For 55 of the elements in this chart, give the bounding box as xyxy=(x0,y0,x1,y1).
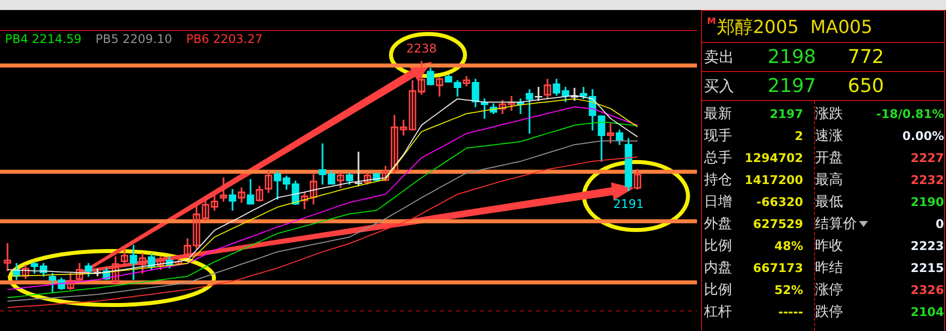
text: 内盘 xyxy=(703,259,733,277)
text: 52% xyxy=(773,283,804,297)
text: 0 xyxy=(934,217,944,231)
text: 速涨 xyxy=(814,127,844,145)
text: 627529 xyxy=(752,217,804,231)
text: 涨跌 xyxy=(814,105,844,123)
text: 48% xyxy=(773,239,804,253)
text: 667173 xyxy=(752,261,804,275)
text: 1294702 xyxy=(744,151,804,165)
text: 2227 xyxy=(910,151,944,165)
text: 2215 xyxy=(910,261,944,275)
annotation: 2238 xyxy=(406,41,437,56)
text: 2326 xyxy=(910,283,944,297)
text: 772 xyxy=(846,46,884,68)
text: 1417200 xyxy=(744,173,804,187)
text: 跌停 xyxy=(814,303,844,321)
text: 2197 xyxy=(768,107,804,121)
text: 现手 xyxy=(703,127,733,145)
text: 2198 xyxy=(766,46,816,68)
text: M xyxy=(707,17,716,27)
text: 2197 xyxy=(766,75,816,97)
text: 买入 xyxy=(704,76,735,96)
text: 最新 xyxy=(703,105,733,123)
text: 总手 xyxy=(703,149,733,167)
text: 2190 xyxy=(910,195,944,209)
text: 最高 xyxy=(814,171,844,189)
text: PB6 2203.27 xyxy=(186,32,263,46)
text: 结算价 xyxy=(814,215,858,233)
text: 外盘 xyxy=(703,215,733,233)
text: 卖出 xyxy=(704,48,735,66)
text: 0.00% xyxy=(901,129,944,143)
text: 昨收 xyxy=(814,237,844,255)
text: 开盘 xyxy=(814,149,844,167)
text: 持仓 xyxy=(703,171,733,189)
text: 最低 xyxy=(814,193,844,211)
text: 650 xyxy=(846,75,884,97)
text: 比例 xyxy=(703,237,733,255)
text: 2223 xyxy=(910,239,944,253)
text: PB4 2214.59 xyxy=(5,32,82,46)
text: 2232 xyxy=(910,173,944,187)
text: 日增 xyxy=(703,193,733,211)
candlestick xyxy=(318,143,326,185)
text: -18/0.81% xyxy=(875,107,944,121)
text: 2104 xyxy=(910,305,944,319)
candlestick xyxy=(526,89,534,134)
text: 杠杆 xyxy=(703,303,733,321)
text: 2 xyxy=(794,129,804,143)
text: PB5 2209.10 xyxy=(96,32,172,46)
annotation: 2191 xyxy=(613,196,644,211)
text: ----- xyxy=(777,305,804,319)
text: 昨结 xyxy=(814,259,844,277)
text: 比例 xyxy=(703,281,733,299)
text: 郑醇2005 MA005 xyxy=(716,16,872,38)
text: -66320 xyxy=(755,195,804,209)
text: 涨停 xyxy=(814,281,844,299)
